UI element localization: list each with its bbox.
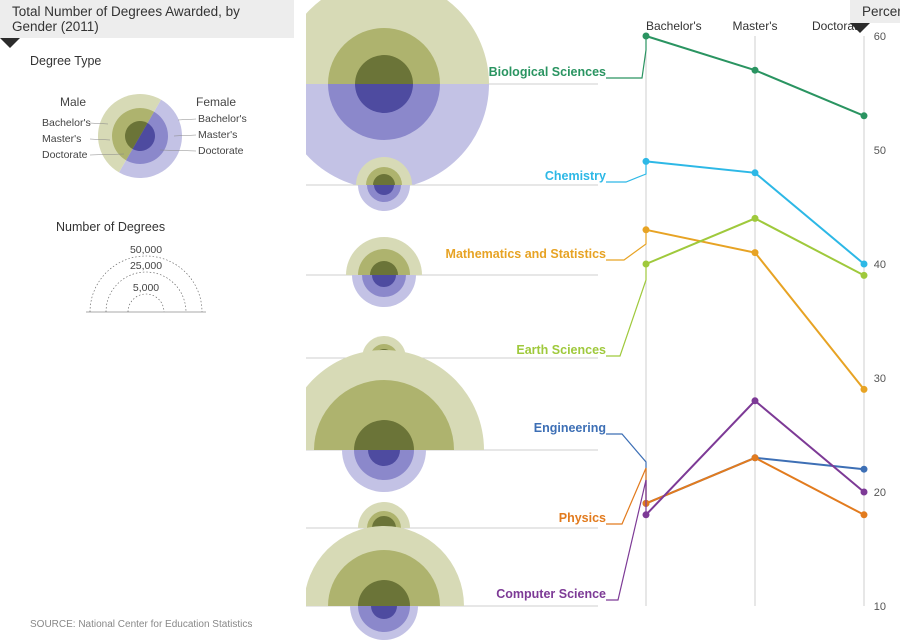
pct-point (861, 489, 868, 496)
pct-point (643, 226, 650, 233)
callout-line (606, 480, 646, 600)
discipline-label: Mathematics and Statistics (446, 247, 607, 261)
pct-point (752, 397, 759, 404)
right-panel: Percent of Degrees Awarded to Females Ba… (306, 0, 900, 642)
pct-point (752, 215, 759, 222)
size-legend: Number of Degrees 50,000 25,000 5,000 (56, 220, 256, 320)
legend-svg: Male Female Bachelor's Bachelor's Master's… (30, 76, 270, 206)
size-legend-title: Number of Degrees (56, 220, 256, 234)
triangle-icon (0, 38, 20, 48)
callout-line (606, 468, 646, 524)
pct-point (643, 33, 650, 40)
male-label: Male (60, 95, 86, 109)
pct-point (643, 511, 650, 518)
y-tick: 40 (874, 259, 886, 271)
left-panel: Total Number of Degrees Awarded, by Gend… (0, 0, 300, 642)
column-label: Master's (733, 19, 778, 33)
legend-title: Degree Type (30, 54, 270, 68)
discipline-label: Earth Sciences (516, 343, 606, 357)
callout-line (606, 161, 646, 182)
size-tick: 50,000 (130, 244, 162, 256)
main-chart: Bachelor'sMaster'sDoctorate102030405060B… (306, 0, 900, 642)
callout-line (606, 230, 646, 260)
discipline-label: Biological Sciences (489, 65, 606, 79)
pct-point (861, 386, 868, 393)
degree-type-legend: Degree Type Male Female Bachelor's Bachel… (30, 54, 270, 206)
pct-point (643, 158, 650, 165)
pct-point (752, 169, 759, 176)
discipline-label: Physics (559, 511, 606, 525)
discipline-label: Chemistry (545, 169, 606, 183)
right-title: Percent of Degrees Awarded to Females (862, 4, 900, 19)
legend-level: Master's (198, 129, 237, 141)
y-tick: 20 (874, 487, 886, 499)
y-tick: 30 (874, 373, 886, 385)
left-title: Total Number of Degrees Awarded, by Gend… (12, 4, 240, 34)
pct-point (643, 261, 650, 268)
legend-level: Doctorate (42, 149, 88, 161)
pct-point (861, 112, 868, 119)
legend-level: Bachelor's (198, 113, 247, 125)
discipline-label: Engineering (534, 421, 606, 435)
callout-line (606, 36, 646, 78)
pct-point (752, 454, 759, 461)
callout-line (606, 264, 646, 356)
discipline-label: Computer Science (496, 587, 606, 601)
legend-level: Bachelor's (42, 117, 91, 129)
size-tick: 25,000 (130, 260, 162, 272)
triangle-icon (850, 23, 870, 33)
pct-point (861, 261, 868, 268)
y-tick: 60 (874, 31, 886, 43)
left-title-bar: Total Number of Degrees Awarded, by Gend… (0, 0, 294, 38)
female-label: Female (196, 95, 236, 109)
legend-level: Master's (42, 133, 81, 145)
y-tick: 50 (874, 145, 886, 157)
legend-level: Doctorate (198, 145, 244, 157)
pct-point (861, 466, 868, 473)
y-tick: 10 (874, 601, 886, 613)
pct-point (752, 67, 759, 74)
pct-point (861, 272, 868, 279)
column-label: Bachelor's (646, 19, 702, 33)
size-legend-svg: 50,000 25,000 5,000 (56, 240, 256, 320)
pct-point (752, 249, 759, 256)
pct-point (861, 511, 868, 518)
callout-line (606, 434, 646, 503)
source-note: SOURCE: National Center for Education St… (30, 619, 252, 630)
size-tick: 5,000 (133, 282, 159, 294)
right-title-bar: Percent of Degrees Awarded to Females (850, 0, 900, 23)
